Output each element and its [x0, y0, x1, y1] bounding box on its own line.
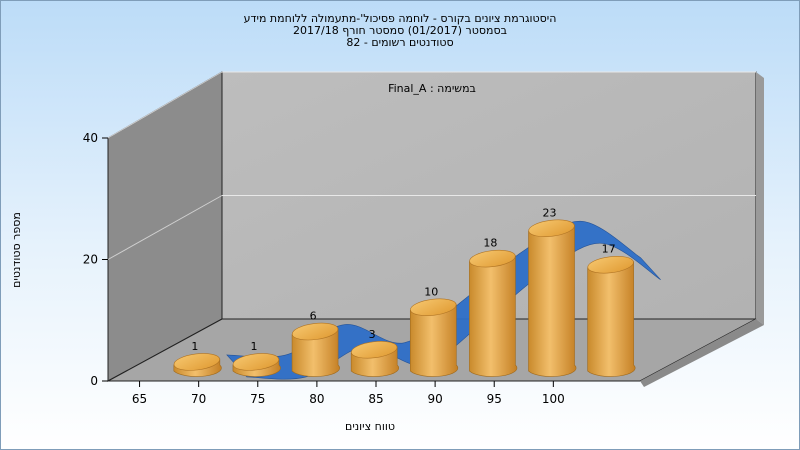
gridline-wall: [107, 71, 223, 139]
x-tick-label: 75: [250, 392, 265, 406]
chart-title-line-2: בסמסטר (01/2017) סמסטר חורף 2017/18: [293, 24, 507, 37]
data-label: 6: [310, 310, 317, 323]
chart-title-line-1: היסטוגרמת ציונים בקורס - לוחמה פסיכול'-מ…: [243, 12, 557, 25]
bar-top: [587, 256, 634, 274]
bar: [587, 261, 636, 377]
bar-top: [528, 219, 575, 237]
y-tick-label: 40: [83, 131, 98, 145]
bar-top: [410, 298, 457, 316]
bar: [528, 224, 577, 377]
bar-top: [232, 353, 280, 371]
chart-annotation: במשימה : Final_A: [388, 82, 476, 95]
x-tick-label: 100: [542, 392, 565, 406]
data-label: 17: [602, 243, 616, 256]
bar: [291, 328, 340, 377]
floor-edge: [640, 319, 764, 387]
data-label: 1: [191, 340, 198, 353]
data-label: 18: [483, 237, 497, 250]
bar-top: [291, 322, 339, 341]
x-tick-label: 95: [487, 392, 502, 406]
x-tick-label: 65: [132, 392, 147, 406]
bar-top: [173, 353, 220, 371]
gridline-wall: [107, 195, 223, 260]
data-label: 3: [369, 328, 376, 341]
x-tick-label: 70: [191, 392, 206, 406]
data-label: 1: [250, 340, 257, 353]
bar: [409, 303, 459, 377]
x-axis-label: טווח ציונים: [345, 420, 395, 433]
y-tick-label: 20: [83, 253, 98, 267]
x-tick-label: 90: [427, 392, 442, 406]
back-wall-edge: [756, 72, 764, 325]
chart-title-line-3: סטודנטים רשומים - 82: [346, 36, 454, 49]
data-label: 23: [543, 206, 557, 219]
y-axis-label: מספר סטודנטים: [10, 212, 23, 288]
bar-top: [469, 249, 516, 268]
y-tick-label: 0: [90, 374, 98, 388]
bar-top: [351, 341, 398, 359]
x-tick-label: 85: [368, 392, 383, 406]
data-label: 10: [424, 285, 438, 298]
bar: [469, 255, 518, 377]
x-tick-label: 80: [309, 392, 324, 406]
